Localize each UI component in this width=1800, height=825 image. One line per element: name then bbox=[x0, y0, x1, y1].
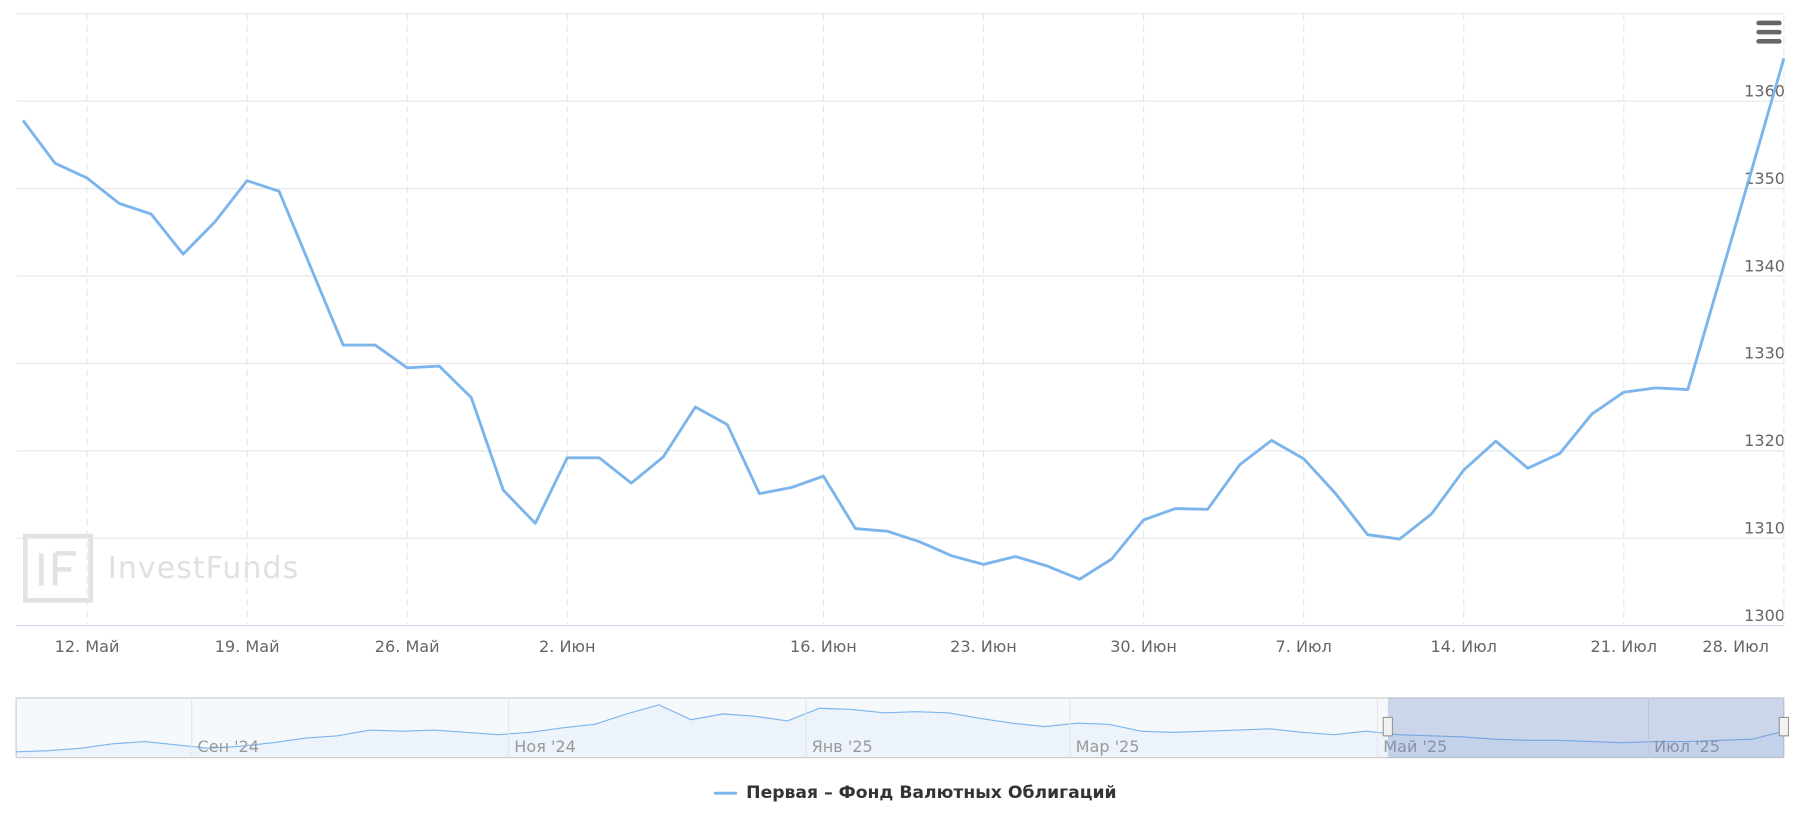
navigator-label: Янв '25 bbox=[812, 737, 873, 756]
navigator-area bbox=[16, 704, 1784, 758]
x-tick-label: 19. Май bbox=[215, 637, 280, 656]
navigator-handle[interactable] bbox=[1382, 716, 1394, 737]
navigator-label: Июл '25 bbox=[1654, 737, 1720, 756]
series-line bbox=[21, 57, 1786, 581]
x-tick-label: 23. Июн bbox=[950, 637, 1017, 656]
x-tick-label: 21. Июл bbox=[1591, 637, 1657, 656]
navigator-label: Ноя '24 bbox=[514, 737, 576, 756]
navigator-handle[interactable] bbox=[1778, 716, 1790, 737]
x-tick-label: 30. Июн bbox=[1110, 637, 1177, 656]
x-tick-label: 14. Июл bbox=[1430, 637, 1496, 656]
x-tick-label: 26. Май bbox=[375, 637, 440, 656]
x-tick-label: 28. Июл bbox=[1702, 637, 1768, 656]
y-tick-label: 1340 bbox=[1744, 256, 1785, 275]
x-tick-label: 2. Июн bbox=[539, 637, 595, 656]
y-tick-label: 1330 bbox=[1744, 344, 1785, 363]
y-tick-label: 1320 bbox=[1744, 431, 1785, 450]
y-tick-label: 1350 bbox=[1744, 169, 1785, 188]
navigator-selection bbox=[1387, 697, 1784, 758]
navigator-label: Май '25 bbox=[1383, 737, 1447, 756]
navigator-bg bbox=[15, 697, 1785, 759]
navigator-label: Сен '24 bbox=[197, 737, 259, 756]
navigator-line bbox=[16, 704, 1785, 753]
watermark-logo bbox=[22, 533, 94, 603]
x-tick-label: 16. Июн bbox=[790, 637, 857, 656]
watermark: InvestFunds bbox=[108, 551, 299, 586]
y-tick-label: 1360 bbox=[1744, 81, 1785, 100]
x-tick-label: 7. Июл bbox=[1276, 637, 1332, 656]
navigator-label: Мар '25 bbox=[1076, 737, 1140, 756]
x-tick-label: 12. Май bbox=[55, 637, 120, 656]
navigator: Сен '24 Ноя '24 Янв '25 Мар '25 Май '25 Июл '… bbox=[15, 697, 1790, 759]
y-tick-label: 1310 bbox=[1744, 519, 1785, 538]
legend-label[interactable]: Первая – Фонд Валютных Облигаций bbox=[746, 783, 1116, 803]
y-tick-label: 1300 bbox=[1744, 606, 1785, 625]
menu-button[interactable] bbox=[1756, 20, 1782, 44]
